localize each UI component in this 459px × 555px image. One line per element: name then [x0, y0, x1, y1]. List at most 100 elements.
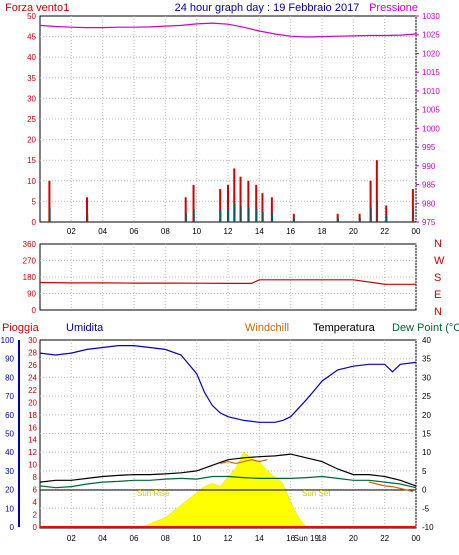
temperature-tick: 10 [422, 448, 431, 457]
x-tick: 14 [255, 534, 264, 543]
pressure-tick: 1005 [422, 106, 440, 115]
humidity-tick: 80 [5, 373, 14, 382]
x-tick: 04 [98, 227, 107, 236]
humidity-tick: 100 [1, 336, 15, 345]
rain-tick: 24 [28, 373, 37, 382]
x-tick: 20 [349, 227, 358, 236]
x-tick: 20 [349, 534, 358, 543]
wind-speed-tick: 20 [27, 136, 36, 145]
x-tick: 12 [224, 534, 233, 543]
dewpoint-title: Dew Point (°C [392, 322, 459, 334]
humidity-tick: 50 [5, 430, 14, 439]
rain-tick: 0 [33, 523, 38, 532]
temperature-line [39, 453, 417, 487]
humidity-axis: 0 10 20 30 40 50 60 70 80 90 100 [1, 336, 20, 532]
wind-pressure-x-axis: 02 04 06 08 10 12 14 16 18 20 22 00 [67, 227, 421, 236]
x-tick: 02 [67, 227, 76, 236]
rain-tick: 8 [33, 473, 38, 482]
pressure-tick: 985 [422, 181, 436, 190]
wind-gust-bars [48, 160, 415, 222]
rain-tick: 2 [33, 511, 38, 520]
pressure-tick: 1010 [422, 87, 440, 96]
humidity-tick: 70 [5, 392, 14, 401]
pressure-title: Pressione [369, 2, 418, 14]
wind-speed-title: Forza vento1 [5, 2, 69, 14]
rain-tick: 6 [33, 486, 38, 495]
direction-degree-axis: 0 90 180 270 360 [23, 240, 37, 315]
temp-humidity-grid [40, 340, 417, 527]
x-tick: 02 [67, 534, 76, 543]
pressure-tick: 1030 [422, 12, 440, 21]
rain-tick: 26 [28, 361, 37, 370]
humidity-tick: 0 [10, 523, 15, 532]
wind-pressure-grid [40, 16, 417, 222]
x-tick: 00 [412, 227, 421, 236]
wind-speed-tick: 10 [27, 177, 36, 186]
pressure-tick: 980 [422, 199, 436, 208]
wind-speed-tick: 45 [27, 33, 36, 42]
humidity-tick: 60 [5, 411, 14, 420]
pressure-tick: 1025 [422, 31, 440, 40]
wind-direction-line [39, 279, 416, 285]
x-tick: 06 [130, 227, 139, 236]
x-tick: 16 [286, 534, 295, 543]
rain-tick: 16 [28, 423, 37, 432]
windchill-title: Windchill [245, 322, 289, 334]
rain-tick: 20 [28, 398, 37, 407]
humidity-title: Umidita [66, 322, 104, 334]
pressure-tick: 1020 [422, 49, 440, 58]
pressure-line [39, 22, 417, 38]
temperature-tick: -10 [422, 523, 434, 532]
rain-tick: 30 [28, 336, 37, 345]
x-tick: 12 [224, 227, 233, 236]
pressure-tick: 1015 [422, 68, 440, 77]
temperature-tick: 40 [422, 336, 431, 345]
temperature-tick: 15 [422, 430, 431, 439]
temperature-tick: 5 [422, 467, 427, 476]
humidity-tick: 20 [5, 486, 14, 495]
pressure-axis: 975 980 985 990 995 1000 1005 1010 1015 1020 1025 1… [416, 12, 440, 227]
sunrise-label: Sun Rise [137, 489, 170, 498]
temperature-tick: 0 [422, 486, 427, 495]
compass-label: S [434, 272, 441, 284]
compass-label: N [434, 238, 442, 250]
rain-tick: 12 [28, 448, 37, 457]
temperature-tick: 20 [422, 411, 431, 420]
pressure-tick: 1000 [422, 124, 440, 133]
x-tick: 22 [380, 227, 389, 236]
direction-tick: 180 [23, 273, 37, 282]
rain-tick: 22 [28, 386, 37, 395]
wind-speed-tick: 25 [27, 115, 36, 124]
compass-label: W [434, 255, 445, 267]
direction-tick: 0 [32, 306, 37, 315]
wind-speed-tick: 35 [27, 74, 36, 83]
temperature-tick: 30 [422, 373, 431, 382]
pressure-tick: 975 [422, 218, 436, 227]
x-tick: Sun 19 [294, 534, 320, 543]
compass-label: N [434, 306, 442, 318]
rain-tick: 14 [28, 436, 37, 445]
x-tick: 18 [318, 227, 327, 236]
humidity-tick: 30 [5, 467, 14, 476]
temperature-tick: -5 [422, 504, 430, 513]
x-tick: 14 [255, 227, 264, 236]
x-tick: 06 [130, 534, 139, 543]
x-tick: 04 [98, 534, 107, 543]
direction-tick: 360 [23, 240, 37, 249]
windchill-line [220, 459, 268, 465]
wind-speed-tick: 40 [27, 53, 36, 62]
x-tick: 10 [192, 534, 201, 543]
wind-speed-tick: 50 [27, 12, 36, 21]
wind-speed-tick: 15 [27, 156, 36, 165]
wind-speed-axis: 0 5 10 15 20 25 30 35 40 45 50 [27, 12, 36, 227]
rain-tick: 10 [28, 461, 37, 470]
rain-tick: 4 [33, 498, 38, 507]
humidity-tick: 40 [5, 448, 14, 457]
humidity-line [39, 345, 417, 423]
direction-tick: 270 [23, 257, 37, 266]
pressure-tick: 995 [422, 143, 436, 152]
x-tick: 10 [192, 227, 201, 236]
